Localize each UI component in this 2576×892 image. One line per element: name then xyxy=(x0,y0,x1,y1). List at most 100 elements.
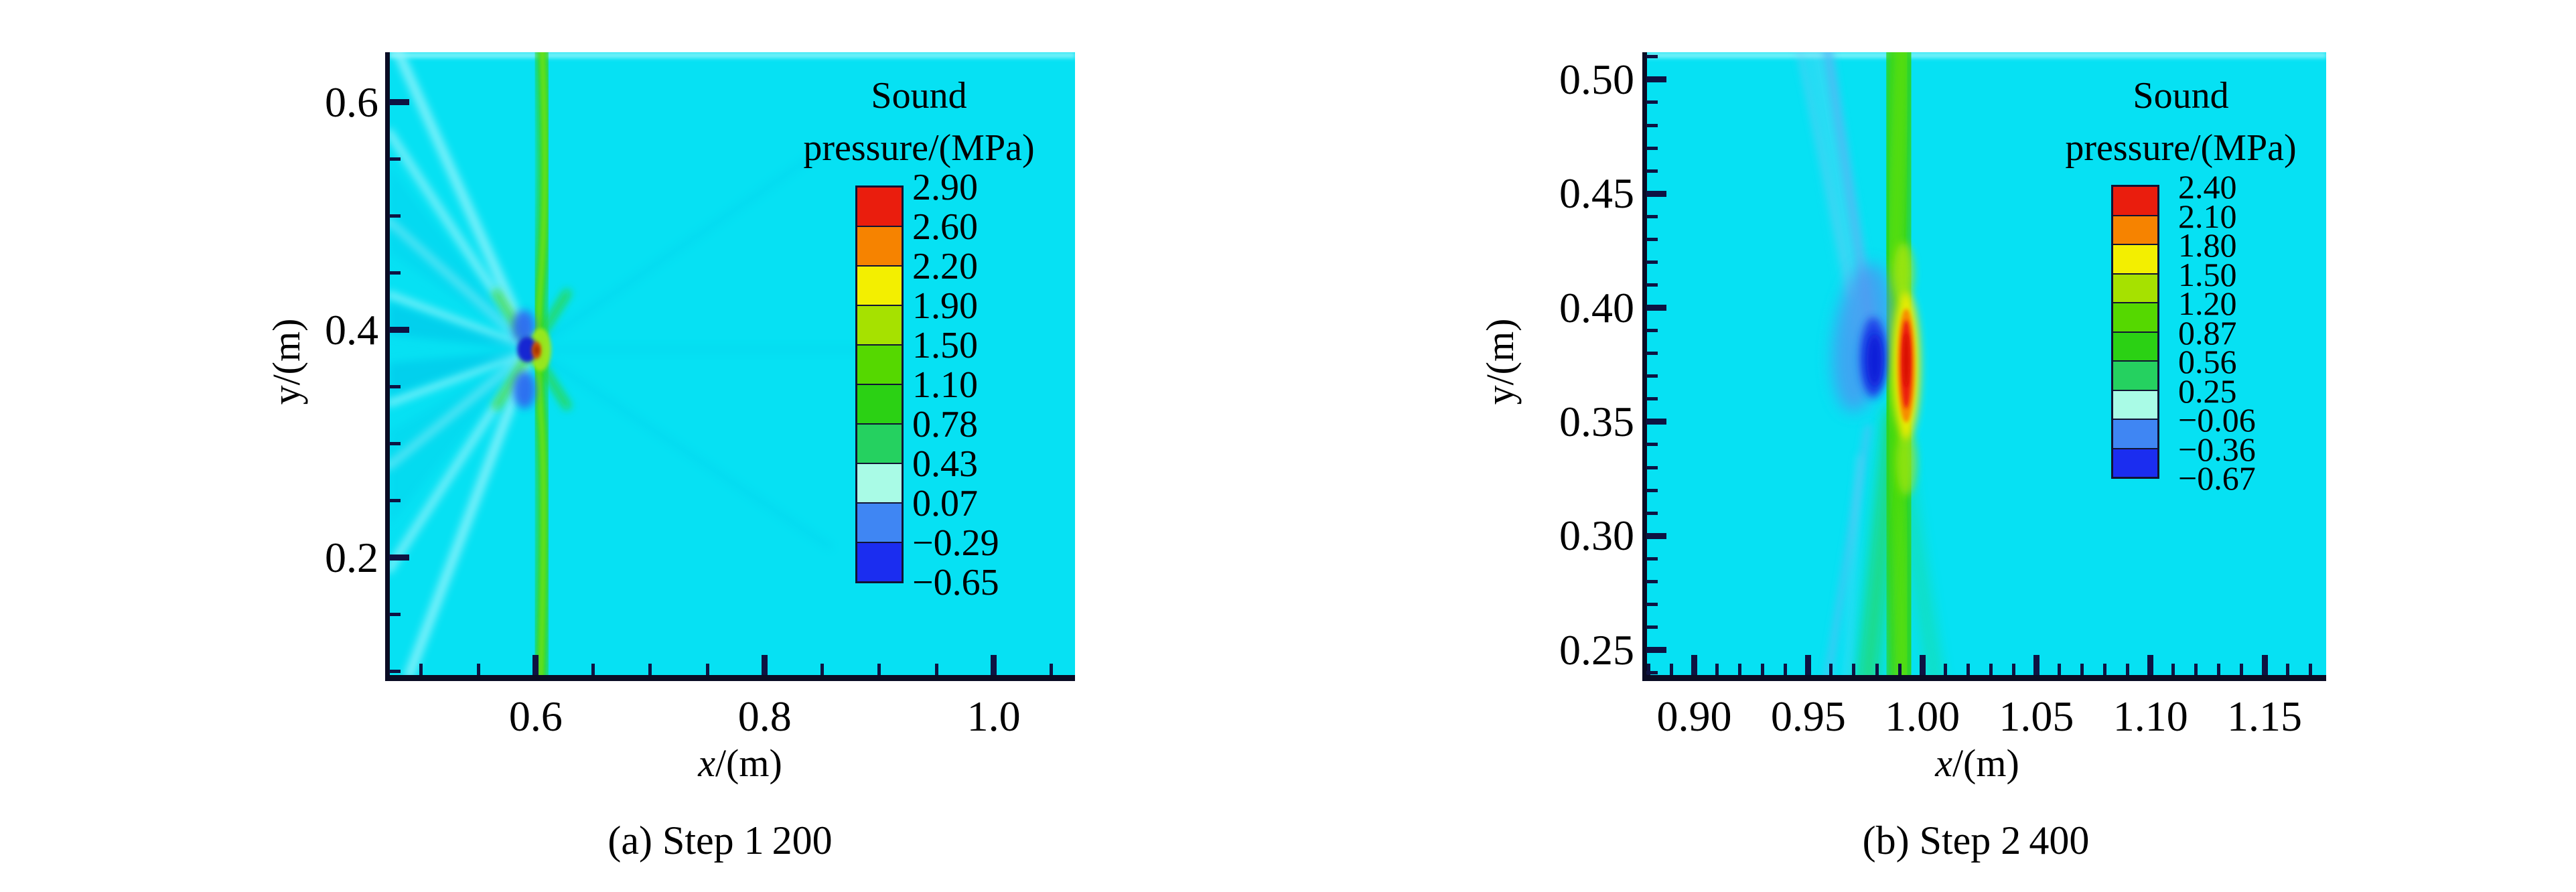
x-axis-label-b: x/(m) xyxy=(1935,741,2019,785)
y-minor-tick xyxy=(1646,169,1658,173)
x-tick-label: 1.05 xyxy=(1999,692,2074,740)
colorbar-tick-label: 1.20 xyxy=(2178,285,2237,322)
colorbar-tick-label: 1.80 xyxy=(2178,226,2237,264)
x-minor-tick xyxy=(2240,664,2244,675)
y-tick-label: 0.4 xyxy=(325,305,378,354)
colorbar-tick-label: 1.90 xyxy=(912,285,978,327)
x-major-tick xyxy=(1919,655,1926,675)
colorbar-tick-label: 1.10 xyxy=(912,364,978,406)
colorbar-tick-label: −0.65 xyxy=(912,562,999,603)
y-tick-label: 0.25 xyxy=(1559,625,1634,674)
ambient-field xyxy=(1646,52,2326,675)
x-minor-tick xyxy=(1738,664,1742,675)
colorbar-tick-label: −0.29 xyxy=(912,522,999,564)
y-minor-tick xyxy=(1646,579,1658,583)
y-major-tick xyxy=(1646,647,1666,654)
x-minor-tick xyxy=(419,664,423,675)
x-minor-tick xyxy=(1943,664,1947,675)
colorbar-tick-label: 0.78 xyxy=(912,404,978,445)
y-minor-tick xyxy=(389,670,401,674)
y-minor-tick xyxy=(1646,511,1658,515)
y-tick-label: 0.2 xyxy=(325,533,378,581)
x-minor-tick xyxy=(2171,664,2175,675)
y-minor-tick xyxy=(1646,123,1658,127)
colorbar-tick-label: 2.40 xyxy=(2178,168,2237,206)
colorbar-tick-label: 0.56 xyxy=(2178,343,2237,380)
colorbar-segment xyxy=(2112,360,2159,391)
colorbar-tick-label: 0.43 xyxy=(912,443,978,485)
x-minor-tick xyxy=(1669,664,1673,675)
y-minor-tick xyxy=(1646,283,1658,287)
x-axis-spine xyxy=(385,675,1075,681)
y-major-tick xyxy=(389,327,409,333)
x-minor-tick xyxy=(1715,664,1719,675)
x-minor-tick xyxy=(1898,664,1902,675)
x-major-tick xyxy=(532,655,539,675)
x-minor-tick xyxy=(820,664,824,675)
x-tick-label: 1.0 xyxy=(967,692,1021,740)
y-minor-tick xyxy=(1646,488,1658,492)
colorbar-title-b: Sound pressure/(MPa) xyxy=(1900,70,2462,174)
colorbar-frame xyxy=(855,185,904,583)
x-minor-tick xyxy=(2308,664,2312,675)
y-minor-tick xyxy=(1646,443,1658,447)
colorbar-tick-label: 1.50 xyxy=(912,325,978,366)
y-minor-tick xyxy=(1646,100,1658,104)
colorbar-title-line1: Sound xyxy=(871,75,967,117)
x-major-tick xyxy=(762,655,768,675)
x-minor-tick xyxy=(2011,664,2015,675)
x-minor-tick xyxy=(2057,664,2061,675)
x-major-tick xyxy=(1691,655,1698,675)
colorbar-tick-label: 1.50 xyxy=(2178,255,2237,293)
x-axis-spine xyxy=(1642,675,2326,681)
colorbar-tick-label: 0.25 xyxy=(2178,372,2237,410)
x-minor-tick xyxy=(1875,664,1879,675)
x-axis-label-a: x/(m) xyxy=(698,741,782,785)
x-minor-tick xyxy=(705,664,709,675)
x-minor-tick xyxy=(1852,664,1856,675)
top-edge-band xyxy=(1646,52,2326,58)
colorbar-tick-label: −0.36 xyxy=(2178,430,2256,468)
y-minor-tick xyxy=(389,271,401,275)
y-minor-tick xyxy=(1646,625,1658,629)
sound-pressure-field-step1200 xyxy=(389,52,1075,675)
x-major-tick xyxy=(2147,655,2154,675)
y-tick-label: 0.45 xyxy=(1559,169,1634,218)
x-tick-label: 1.10 xyxy=(2113,692,2188,740)
x-tick-label: 0.6 xyxy=(508,692,563,740)
y-minor-tick xyxy=(389,385,401,389)
y-major-tick xyxy=(1646,76,1666,83)
x-major-tick xyxy=(991,655,997,675)
y-tick-label: 0.50 xyxy=(1559,55,1634,103)
focal-spot xyxy=(512,310,551,408)
x-minor-tick xyxy=(2126,664,2130,675)
y-major-tick xyxy=(1646,419,1666,425)
y-tick-label: 0.40 xyxy=(1559,283,1634,331)
colorbar-tick-label: 2.20 xyxy=(912,246,978,287)
x-minor-tick xyxy=(591,664,595,675)
colorbar-frame xyxy=(2111,185,2159,479)
colorbar-title-line1: Sound xyxy=(2133,75,2229,117)
x-major-tick xyxy=(2033,655,2040,675)
x-tick-label: 1.15 xyxy=(2227,692,2303,740)
x-minor-tick xyxy=(1049,664,1053,675)
x-minor-tick xyxy=(2103,664,2107,675)
x-minor-tick xyxy=(1966,664,1970,675)
colorbar-title-a: Sound pressure/(MPa) xyxy=(638,70,1200,174)
x-tick-label: 1.00 xyxy=(1885,692,1960,740)
colorbar-tick-label: 2.60 xyxy=(912,206,978,248)
x-minor-tick xyxy=(1829,664,1833,675)
y-minor-tick xyxy=(1646,465,1658,469)
y-minor-tick xyxy=(389,613,401,617)
y-tick-label: 0.35 xyxy=(1559,397,1634,445)
colorbar-title-line2: pressure/(MPa) xyxy=(2065,127,2297,169)
caption-step-2400: (b) Step 2 400 xyxy=(1862,818,2090,863)
x-minor-tick xyxy=(877,664,881,675)
y-minor-tick xyxy=(1646,556,1658,561)
y-major-tick xyxy=(1646,305,1666,311)
y-minor-tick xyxy=(389,499,401,503)
y-minor-tick xyxy=(389,157,401,161)
y-minor-tick xyxy=(1646,237,1658,241)
x-minor-tick xyxy=(2285,664,2289,675)
